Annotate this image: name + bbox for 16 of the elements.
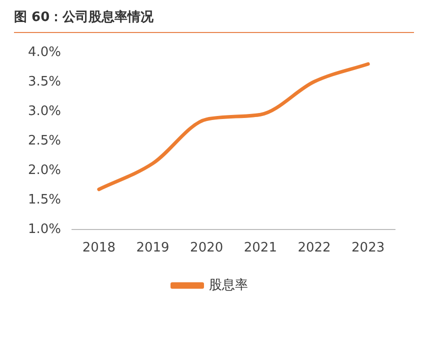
x-tick-label: 2022	[298, 240, 331, 256]
line-series	[97, 62, 370, 192]
x-tick-label: 2018	[82, 240, 116, 256]
x-tick-label: 2023	[352, 240, 385, 256]
y-tick-label: 2.5%	[28, 133, 62, 148]
legend-label: 股息率	[208, 276, 248, 293]
y-tick-label: 3.0%	[28, 104, 62, 120]
y-tick-label: 1.0%	[28, 222, 62, 237]
y-tick-label: 3.5%	[28, 74, 62, 90]
x-tick-label: 2019	[136, 240, 170, 256]
x-tick-label: 2020	[190, 240, 224, 256]
y-tick-label: 4.0%	[28, 45, 62, 60]
y-tick-label: 2.0%	[28, 162, 62, 178]
y-tick-label: 1.5%	[28, 192, 62, 208]
x-tick-label: 2021	[244, 240, 277, 256]
chart-title: 图 60：公司股息率情况	[14, 8, 414, 33]
